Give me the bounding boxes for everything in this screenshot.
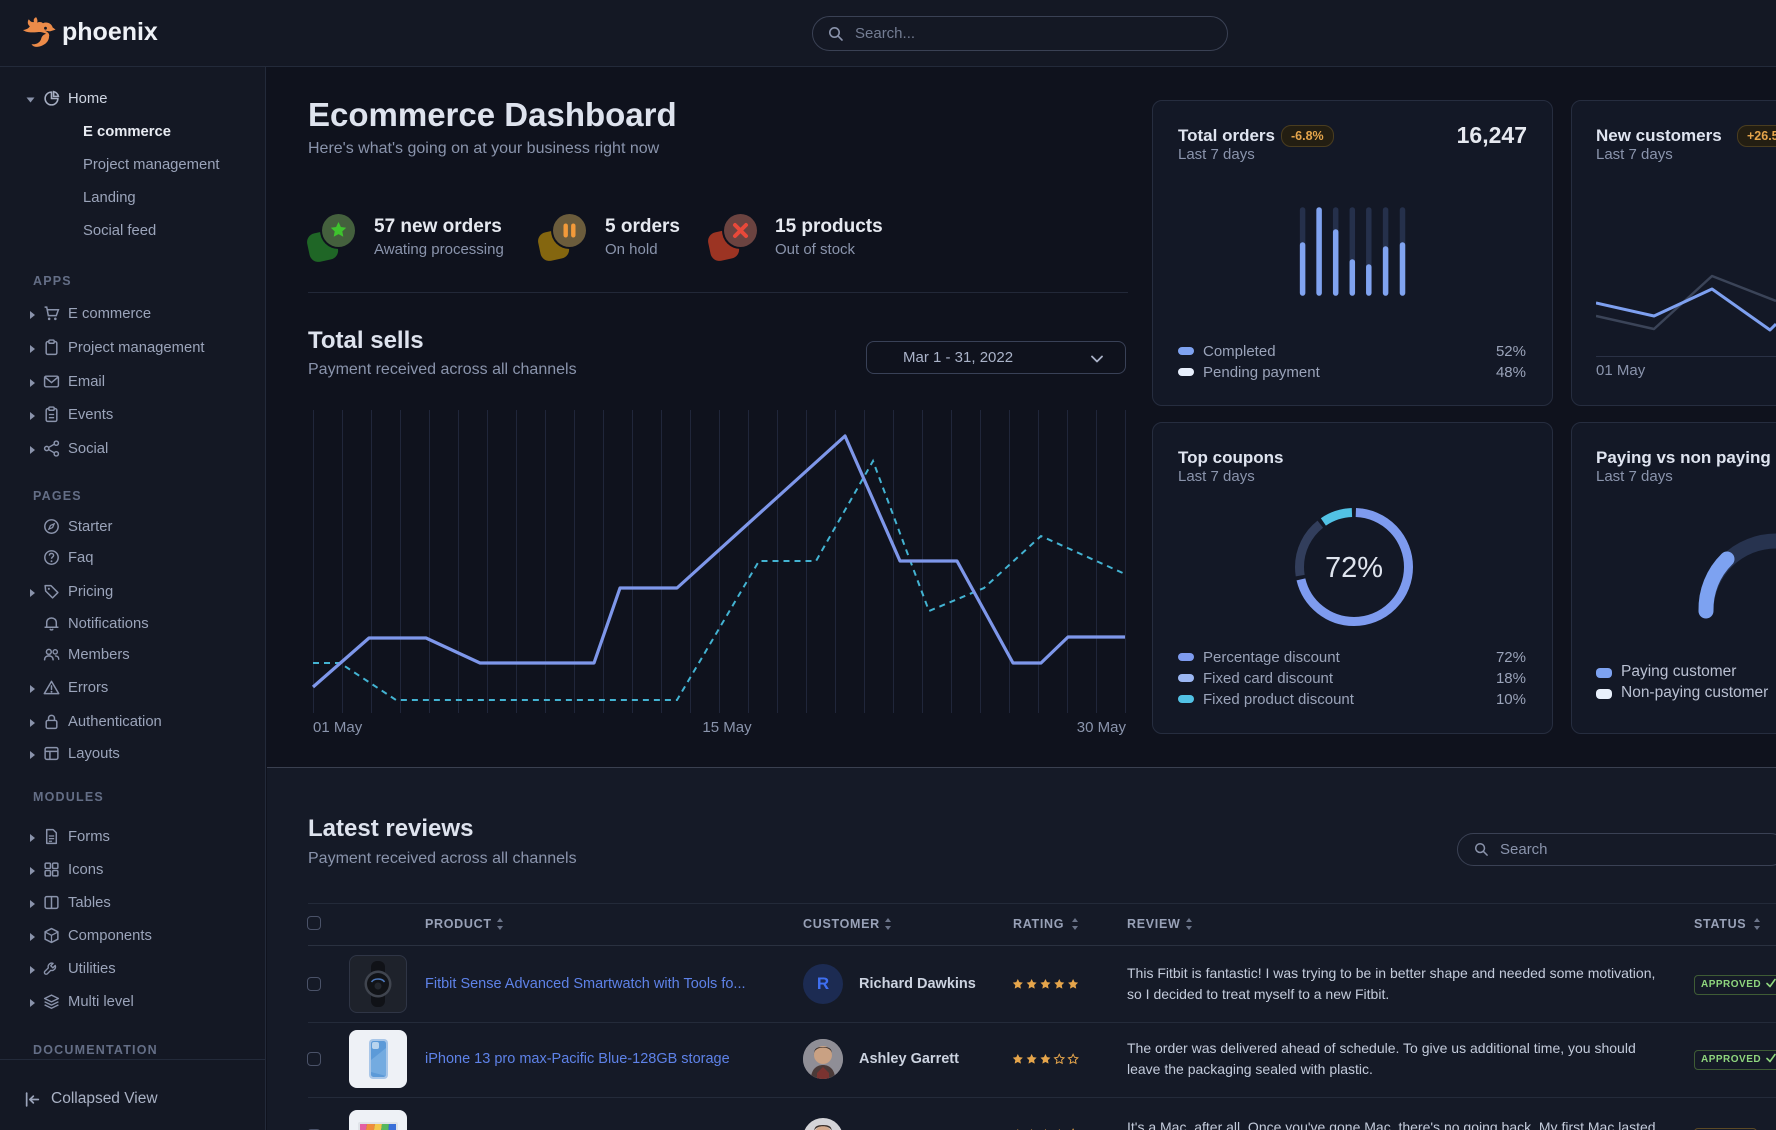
svg-text:15 May: 15 May [702, 719, 752, 736]
svg-text:30 May: 30 May [1077, 719, 1127, 736]
svg-text:01 May: 01 May [313, 719, 363, 736]
